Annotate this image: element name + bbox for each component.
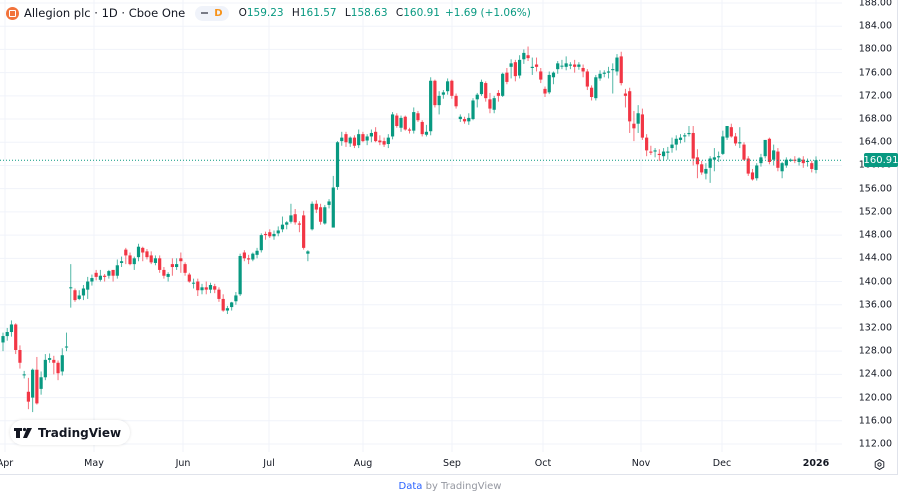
price-tick: 180.00 <box>858 43 892 55</box>
low-label: L <box>344 7 351 19</box>
open-label: O <box>238 7 247 19</box>
candlestick-series <box>1 46 818 413</box>
tradingview-logo-icon <box>14 427 32 438</box>
price-tick: 188.00 <box>858 0 892 9</box>
price-tick: 132.00 <box>858 322 892 334</box>
price-tick: 128.00 <box>858 345 892 357</box>
price-tick: 124.00 <box>858 368 892 380</box>
data-link[interactable]: Data <box>398 481 423 492</box>
tradingview-label: TradingView <box>38 425 122 440</box>
chart-legend-header: Allegion plc · 1D · Cboe One D O159.23 H… <box>6 4 531 22</box>
price-tick: 164.00 <box>858 136 892 148</box>
time-tick: Jun <box>175 458 191 469</box>
last-price-label: 160.91 <box>863 153 899 168</box>
price-tick: 144.00 <box>858 252 892 264</box>
allegion-logo-icon <box>6 6 19 20</box>
dash-icon <box>201 12 209 14</box>
time-tick: Oct <box>534 458 552 469</box>
price-axis[interactable]: 188.00 184.00 180.00 176.00 172.00 168.00 164.… <box>842 0 898 452</box>
grid-lines <box>0 0 842 452</box>
time-tick: Apr <box>0 458 14 469</box>
price-tick: 120.00 <box>858 392 892 404</box>
symbol-title[interactable]: Allegion plc · 1D · Cboe One <box>24 6 186 20</box>
price-change: +1.69 (+1.06%) <box>444 7 531 19</box>
time-tick: Aug <box>353 458 373 469</box>
close-value: 160.91 <box>403 7 440 19</box>
time-tick: Jul <box>263 458 275 469</box>
high-label: H <box>291 7 300 19</box>
time-tick: Sep <box>443 458 461 469</box>
close-label: C <box>395 7 404 19</box>
time-tick: 2026 <box>802 458 830 469</box>
time-tick: Nov <box>631 458 651 469</box>
high-value: 161.57 <box>299 7 337 19</box>
price-tick: 148.00 <box>858 229 892 241</box>
by-tradingview-text: by TradingView <box>422 481 502 492</box>
price-tick: 168.00 <box>858 113 892 125</box>
price-tick: 136.00 <box>858 299 892 311</box>
time-tick: Dec <box>712 458 732 469</box>
price-tick: 116.00 <box>858 415 892 427</box>
time-tick: May <box>84 458 104 469</box>
market-status-badge[interactable]: D <box>195 5 229 21</box>
price-tick: 152.00 <box>858 206 892 218</box>
chart-frame <box>0 0 898 475</box>
settings-gear-icon[interactable] <box>874 459 885 470</box>
price-tick: 184.00 <box>858 20 892 32</box>
price-tick: 172.00 <box>858 90 892 102</box>
price-tick: 140.00 <box>858 276 892 288</box>
price-tick: 176.00 <box>858 67 892 79</box>
market-status-letter: D <box>214 7 223 19</box>
low-value: 158.63 <box>350 7 388 19</box>
price-tick: 156.00 <box>858 183 892 195</box>
ohlc-values: O159.23 H161.57 L158.63 C160.91 <box>239 7 445 19</box>
open-value: 159.23 <box>246 7 284 19</box>
tradingview-watermark[interactable]: TradingView <box>10 420 131 445</box>
footer-attribution: Data by TradingView <box>0 481 900 492</box>
price-tick: 112.00 <box>858 438 892 450</box>
chart-plot-area[interactable] <box>0 0 842 452</box>
